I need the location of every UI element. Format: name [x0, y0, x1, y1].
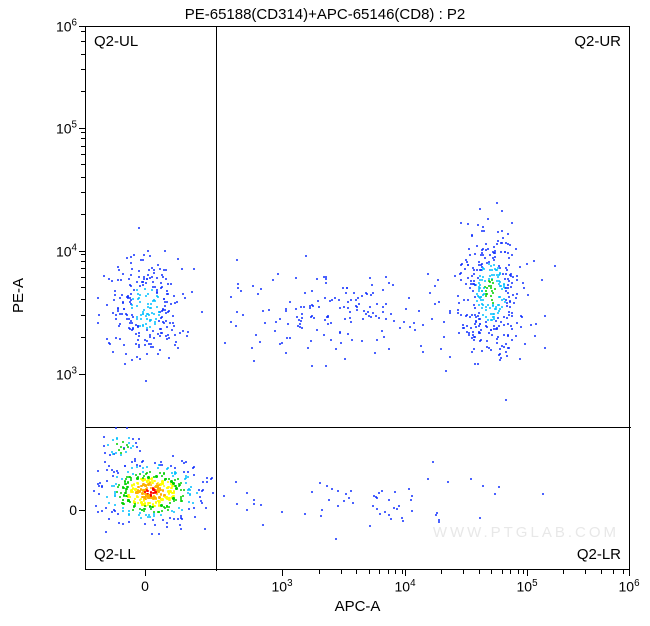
- quadrant-label-ll: Q2-LL: [94, 546, 136, 563]
- x-axis-label: APC-A: [85, 598, 630, 615]
- y-tick-label: 103: [56, 366, 77, 383]
- watermark: WWW.PTGLAB.COM: [433, 524, 619, 541]
- y-tick-label: 105: [56, 120, 77, 137]
- x-tick-label: 106: [618, 578, 639, 595]
- quadrant-line-horizontal: [86, 427, 631, 428]
- x-tick-label: 104: [394, 578, 415, 595]
- x-tick-label: 103: [271, 578, 292, 595]
- x-tick-label: 105: [516, 578, 537, 595]
- quadrant-label-ul: Q2-UL: [94, 33, 138, 50]
- x-tick-label: 0: [141, 578, 149, 594]
- quadrant-label-ur: Q2-UR: [574, 33, 621, 50]
- plot-area: Q2-UL Q2-UR Q2-LL Q2-LR WWW.PTGLAB.COM: [85, 26, 630, 570]
- y-tick-label: 0: [69, 502, 77, 518]
- flow-cytometry-chart: PE-65188(CD314)+APC-65146(CD8) : P2 Q2-U…: [0, 0, 650, 626]
- y-tick-label: 106: [56, 18, 77, 35]
- quadrant-label-lr: Q2-LR: [577, 546, 621, 563]
- quadrant-line-vertical: [216, 27, 217, 571]
- chart-title: PE-65188(CD314)+APC-65146(CD8) : P2: [0, 6, 650, 23]
- y-axis-label: PE-A: [10, 278, 27, 313]
- y-tick-label: 104: [56, 243, 77, 260]
